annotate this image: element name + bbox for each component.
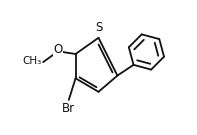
Text: Br: Br <box>62 102 75 115</box>
Text: O: O <box>53 43 63 56</box>
Text: S: S <box>95 21 102 34</box>
Text: CH₃: CH₃ <box>22 56 41 66</box>
